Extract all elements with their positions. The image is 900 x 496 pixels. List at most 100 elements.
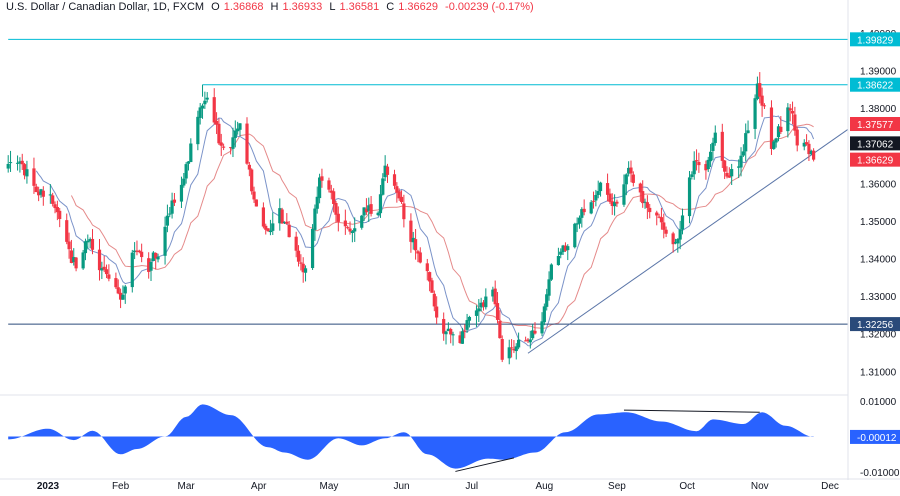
- candle-body: [622, 184, 626, 205]
- candle: [580, 207, 584, 228]
- date-tick-label: Mar: [178, 481, 196, 492]
- candle: [20, 153, 24, 170]
- candle: [149, 258, 153, 282]
- candle: [641, 180, 645, 208]
- price-badge-label: 1.32256: [857, 320, 894, 331]
- candle: [196, 110, 200, 151]
- candle-body: [648, 207, 652, 213]
- candle: [58, 207, 62, 228]
- candle: [385, 163, 390, 183]
- candle: [458, 331, 462, 344]
- candle-body: [229, 147, 233, 149]
- candle-body: [165, 215, 170, 226]
- date-tick-label: Nov: [751, 481, 769, 492]
- candle-body: [107, 274, 111, 279]
- candle: [779, 116, 783, 135]
- candle: [39, 188, 43, 198]
- candle-body: [755, 83, 760, 99]
- candle: [18, 157, 22, 173]
- candle-body: [753, 98, 757, 129]
- candle-body: [594, 194, 598, 201]
- candle-body: [168, 213, 172, 215]
- candle: [285, 213, 289, 225]
- price-tick-label: 1.31000: [860, 367, 897, 378]
- candle: [479, 297, 483, 312]
- candle-body: [118, 292, 123, 300]
- candle: [100, 261, 104, 279]
- candle-body: [411, 237, 415, 243]
- candle-body: [809, 150, 813, 155]
- candle-body: [385, 166, 390, 175]
- candle: [186, 161, 191, 171]
- candle: [460, 327, 465, 344]
- candle: [589, 200, 593, 215]
- price-tick-label: 1.39000: [860, 66, 897, 77]
- candle: [596, 180, 600, 199]
- candle-body: [774, 138, 778, 143]
- candle-body: [484, 296, 488, 308]
- candle-body: [460, 331, 465, 344]
- candle: [500, 335, 504, 363]
- candle: [444, 330, 448, 345]
- candle-body: [678, 229, 682, 240]
- candle: [15, 155, 20, 171]
- candle: [34, 183, 38, 193]
- candle-body: [711, 142, 715, 151]
- candle: [287, 220, 291, 238]
- candle-body: [694, 160, 699, 162]
- candle-body: [493, 288, 497, 305]
- candle: [629, 160, 633, 183]
- candle: [170, 192, 174, 219]
- candle: [369, 196, 373, 217]
- candle-body: [381, 178, 385, 195]
- candle-body: [762, 105, 767, 107]
- candle-body: [362, 207, 366, 216]
- price-tick-label: 1.32000: [860, 330, 897, 341]
- candle: [172, 193, 177, 207]
- candle-body: [662, 222, 666, 230]
- candle-body: [610, 201, 614, 206]
- change-value: -0.00239 (-0.17%): [445, 1, 534, 13]
- candle: [575, 217, 579, 233]
- low-value: 1.36581: [339, 1, 380, 13]
- candle-body: [200, 105, 205, 109]
- candle: [474, 305, 479, 327]
- candle-body: [88, 239, 92, 242]
- candle-body: [582, 208, 586, 213]
- candle: [545, 288, 549, 311]
- candle-body: [435, 306, 439, 318]
- candle-body: [34, 186, 38, 193]
- candle: [221, 143, 226, 151]
- candle: [8, 150, 13, 172]
- price-tick-label: 1.34000: [860, 255, 897, 266]
- candle-body: [500, 339, 504, 360]
- candle: [83, 238, 88, 261]
- candle: [104, 264, 109, 279]
- candle: [320, 168, 324, 188]
- candle-body: [418, 252, 422, 263]
- candle-body: [41, 190, 45, 197]
- candle: [812, 148, 816, 162]
- date-tick-label: Oct: [679, 481, 695, 492]
- candle-body: [346, 227, 350, 229]
- candle: [114, 272, 118, 289]
- candle-body: [432, 293, 436, 307]
- candle: [250, 168, 254, 195]
- candle: [37, 186, 41, 202]
- candle: [533, 322, 537, 335]
- candle-body: [90, 238, 95, 250]
- candle: [758, 72, 762, 104]
- candle-body: [416, 251, 420, 254]
- candle-body: [383, 165, 387, 178]
- candle: [676, 238, 680, 253]
- candle: [147, 252, 151, 279]
- candle: [772, 140, 776, 150]
- candle-body: [481, 302, 486, 307]
- candle: [346, 225, 350, 230]
- candle: [189, 138, 193, 163]
- candle-body: [212, 97, 216, 123]
- candle-body: [704, 164, 708, 171]
- candle: [573, 222, 577, 249]
- price-badge-label: 1.39829: [857, 35, 894, 46]
